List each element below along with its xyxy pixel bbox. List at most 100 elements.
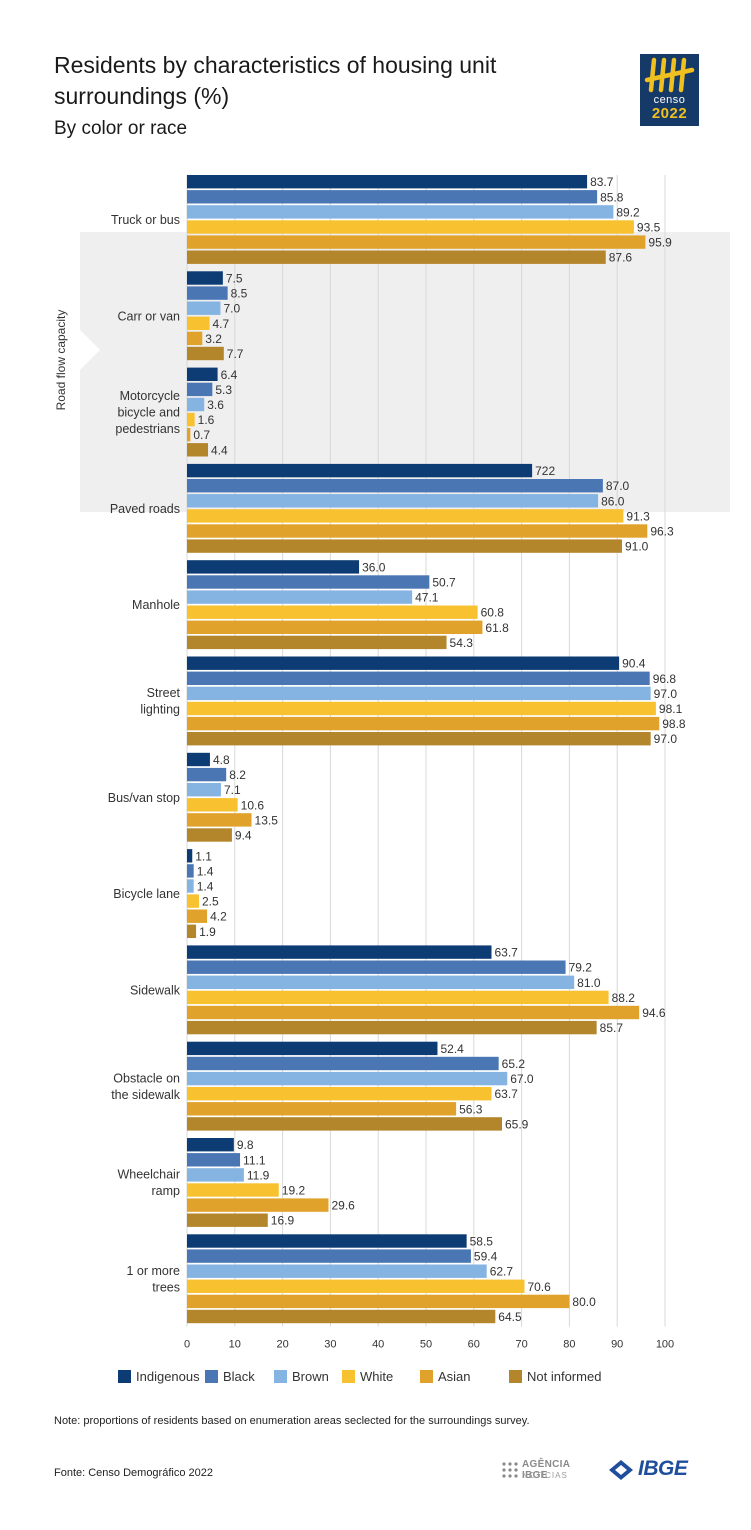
bar-value-label: 2.5 bbox=[202, 895, 219, 909]
legend-label: Brown bbox=[292, 1368, 329, 1384]
bar-value-label: 85.8 bbox=[600, 190, 624, 204]
bar bbox=[187, 909, 208, 923]
x-tick-label-40: 40 bbox=[372, 1339, 384, 1351]
category-label: Manhole bbox=[132, 598, 180, 612]
legend-label: Black bbox=[223, 1368, 255, 1384]
footnote: Note: proportions of residents based on … bbox=[54, 1415, 530, 1427]
bar bbox=[187, 701, 656, 716]
bar bbox=[187, 1005, 640, 1020]
bar bbox=[187, 864, 194, 878]
bar bbox=[187, 331, 203, 346]
legend-swatch bbox=[420, 1369, 433, 1383]
dots-icon bbox=[502, 1462, 518, 1478]
bar-value-label: 36.0 bbox=[362, 560, 386, 574]
bar bbox=[187, 1264, 487, 1278]
x-tick-label-20: 20 bbox=[276, 1339, 288, 1351]
logo-text-censo: censo bbox=[653, 94, 686, 106]
bar-value-label: 89.2 bbox=[616, 205, 640, 219]
bar-value-label: 4.4 bbox=[211, 443, 228, 457]
category-label: 1 or more trees bbox=[127, 1264, 181, 1295]
censo-2022-logo: censo 2022 bbox=[640, 54, 699, 126]
group-label-road-flow-capacity: Road flow capacity bbox=[54, 310, 68, 411]
bar-value-label: 80.0 bbox=[572, 1295, 596, 1309]
bar-value-label: 7.1 bbox=[224, 783, 241, 797]
bar bbox=[187, 813, 252, 827]
bar bbox=[187, 412, 195, 427]
category-label: Paved roads bbox=[110, 502, 180, 516]
bar bbox=[187, 828, 232, 842]
bar-value-label: 3.6 bbox=[207, 398, 224, 412]
bar-value-label: 96.3 bbox=[650, 525, 674, 539]
bar bbox=[187, 539, 622, 553]
bar-value-label: 1.6 bbox=[198, 413, 215, 427]
bar-value-label: 7.7 bbox=[227, 347, 244, 361]
bar bbox=[187, 1198, 329, 1212]
category-label: Obstacle on the sidewalk bbox=[111, 1071, 181, 1102]
x-tick-label-90: 90 bbox=[611, 1339, 623, 1351]
bar-value-label: 47.1 bbox=[415, 591, 439, 605]
x-tick-label-0: 0 bbox=[184, 1339, 190, 1351]
bar bbox=[187, 924, 197, 938]
bar-value-label: 7.5 bbox=[226, 272, 243, 286]
bar-value-label: 1.9 bbox=[199, 925, 216, 939]
bar bbox=[187, 1087, 492, 1101]
bar-value-label: 50.7 bbox=[432, 576, 456, 590]
category-label: Bus/van stop bbox=[108, 791, 180, 805]
bar-value-label: 1.4 bbox=[197, 880, 214, 894]
bar-chart: Road flow capacity 83.785.889.2 93.595.9 8… bbox=[54, 175, 730, 1351]
bar-value-label: 88.2 bbox=[612, 991, 636, 1005]
bar bbox=[187, 849, 193, 863]
bar-value-label: 4.8 bbox=[213, 753, 230, 767]
bar-value-label: 13.5 bbox=[255, 813, 279, 827]
bar-value-label: 9.8 bbox=[237, 1138, 254, 1152]
legend-item: Indigenous bbox=[118, 1367, 200, 1385]
bar bbox=[187, 656, 620, 670]
bar bbox=[187, 620, 483, 634]
chart-legend: Indigenous Black Brown White Asian Not inform… bbox=[0, 1367, 751, 1385]
bar bbox=[187, 1041, 438, 1056]
bar bbox=[187, 1071, 508, 1086]
bar-value-label: 85.7 bbox=[600, 1021, 624, 1035]
bar bbox=[187, 575, 430, 589]
bar-value-label: 63.7 bbox=[494, 946, 518, 960]
bar bbox=[187, 1234, 467, 1248]
x-tick-label-30: 30 bbox=[324, 1339, 336, 1351]
bar bbox=[187, 397, 205, 412]
bar bbox=[187, 443, 209, 457]
bar-value-label: 87.6 bbox=[609, 251, 633, 265]
x-tick-label-100: 100 bbox=[656, 1339, 674, 1351]
legend-item: Not informed bbox=[509, 1367, 601, 1385]
bar-value-label: 94.6 bbox=[642, 1006, 666, 1020]
bar bbox=[187, 220, 634, 234]
legend-swatch bbox=[118, 1369, 131, 1383]
ibge-logo: IBGE bbox=[606, 1455, 698, 1485]
bar-value-label: 97.0 bbox=[654, 732, 678, 746]
bar bbox=[187, 879, 194, 893]
bar bbox=[187, 205, 614, 219]
bar-value-label: 16.9 bbox=[271, 1214, 295, 1228]
agencia-ibge-logo: AGÊNCIA IBGE NOTÍCIAS bbox=[500, 1458, 596, 1484]
bar-value-label: 97.0 bbox=[654, 687, 678, 701]
bar bbox=[187, 783, 221, 797]
bar bbox=[187, 367, 218, 381]
bar bbox=[187, 605, 478, 619]
bar bbox=[187, 1020, 597, 1035]
bar bbox=[187, 590, 413, 604]
bar-value-label: 0.7 bbox=[193, 428, 210, 442]
bar bbox=[187, 271, 223, 285]
category-label: Wheelchair ramp bbox=[117, 1168, 180, 1199]
bar bbox=[187, 975, 575, 989]
bar bbox=[187, 960, 566, 974]
bar-value-label: 1.1 bbox=[195, 849, 212, 863]
bar-value-label: 7.0 bbox=[223, 302, 240, 316]
bar-value-label: 58.5 bbox=[470, 1235, 494, 1249]
ibge-text: IBGE bbox=[638, 1457, 688, 1480]
bar-value-label: 87.0 bbox=[606, 479, 630, 493]
bar-value-label: 81.0 bbox=[577, 976, 601, 990]
bar bbox=[187, 1183, 279, 1197]
bar bbox=[187, 1102, 457, 1116]
bar-value-label: 96.8 bbox=[653, 672, 677, 686]
chart-subtitle: By color or race bbox=[54, 118, 188, 139]
bar-value-label: 19.2 bbox=[282, 1184, 306, 1198]
bar-value-label: 9.4 bbox=[235, 829, 252, 843]
